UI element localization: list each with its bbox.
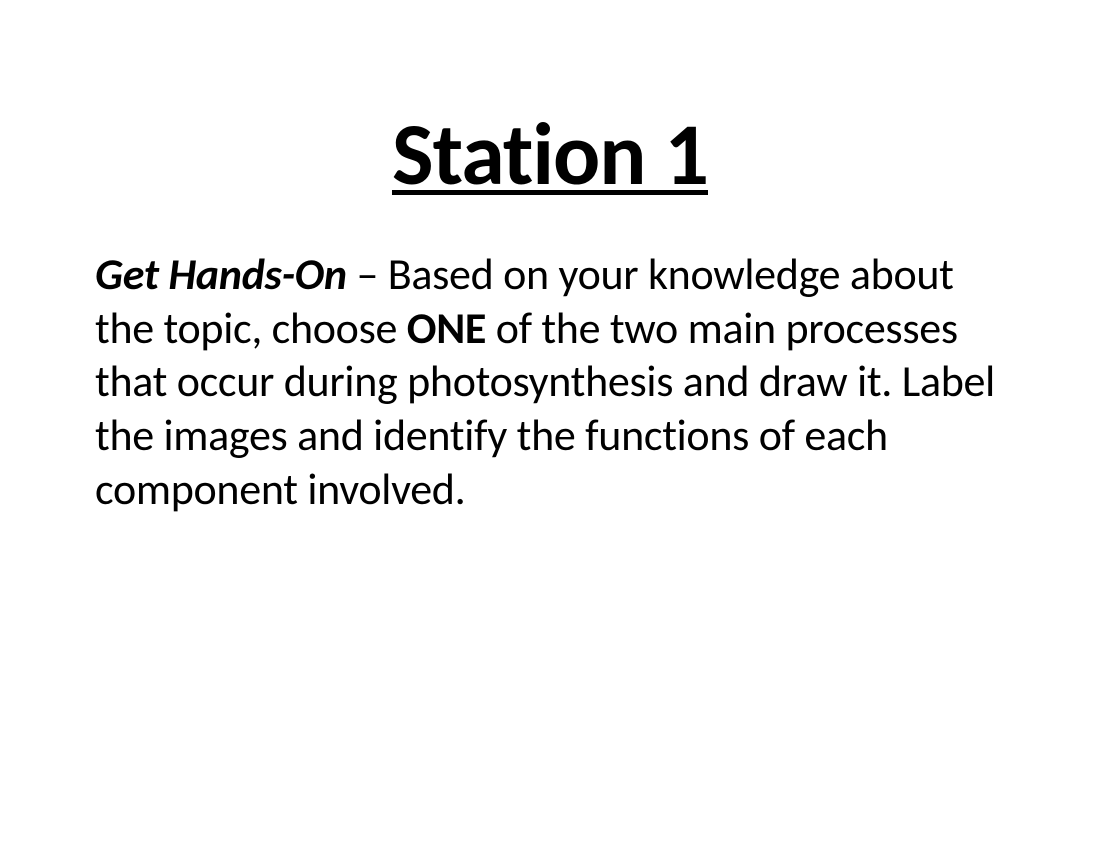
- separator: –: [347, 247, 388, 301]
- lead-label: Get Hands-On: [95, 247, 347, 301]
- slide-body: Get Hands-On – Based on your knowledge a…: [95, 248, 1005, 516]
- bold-word: ONE: [407, 301, 486, 355]
- slide-title: Station 1: [95, 100, 1005, 208]
